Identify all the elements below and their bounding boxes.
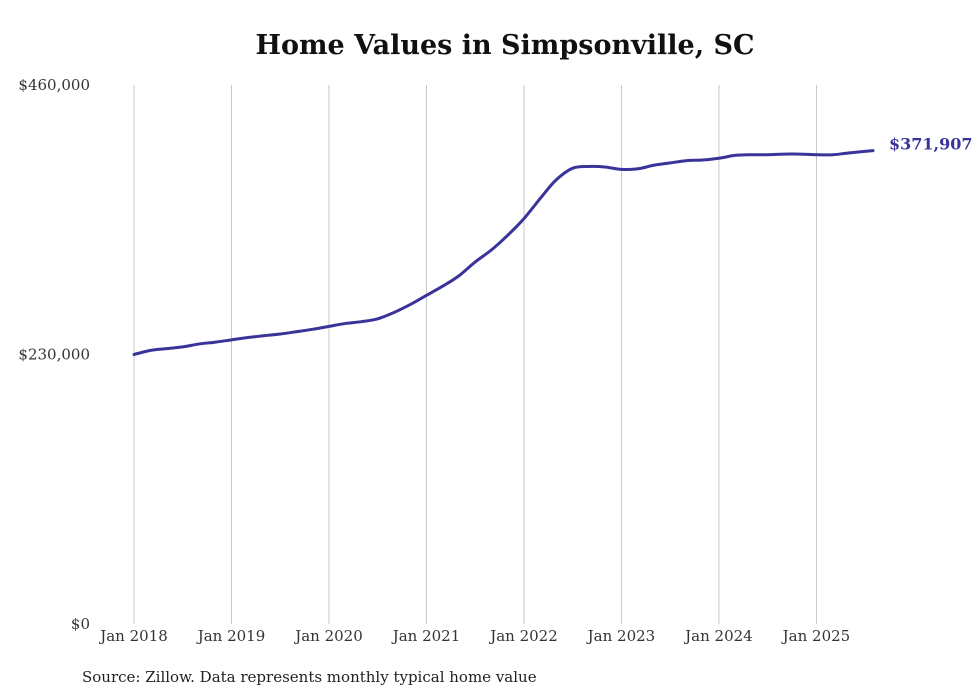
- x-tick-label: Jan 2019: [196, 627, 266, 645]
- y-tick-label: $0: [71, 615, 90, 633]
- chart-title: Home Values in Simpsonville, SC: [255, 30, 755, 61]
- series-line-0: [132, 149, 875, 356]
- x-tick-label: Jan 2022: [488, 627, 558, 645]
- end-value-label: $371,907: [889, 135, 973, 154]
- x-tick-label: Jan 2021: [391, 627, 461, 645]
- x-tick-label: Jan 2018: [98, 627, 168, 645]
- y-tick-label: $230,000: [18, 346, 90, 364]
- x-tick-label: Jan 2025: [781, 627, 851, 645]
- x-tick-label: Jan 2023: [586, 627, 656, 645]
- source-note: Source: Zillow. Data represents monthly …: [82, 668, 537, 686]
- x-tick-label: Jan 2020: [293, 627, 363, 645]
- x-tick-label: Jan 2024: [683, 627, 753, 645]
- y-tick-label: $460,000: [18, 76, 90, 94]
